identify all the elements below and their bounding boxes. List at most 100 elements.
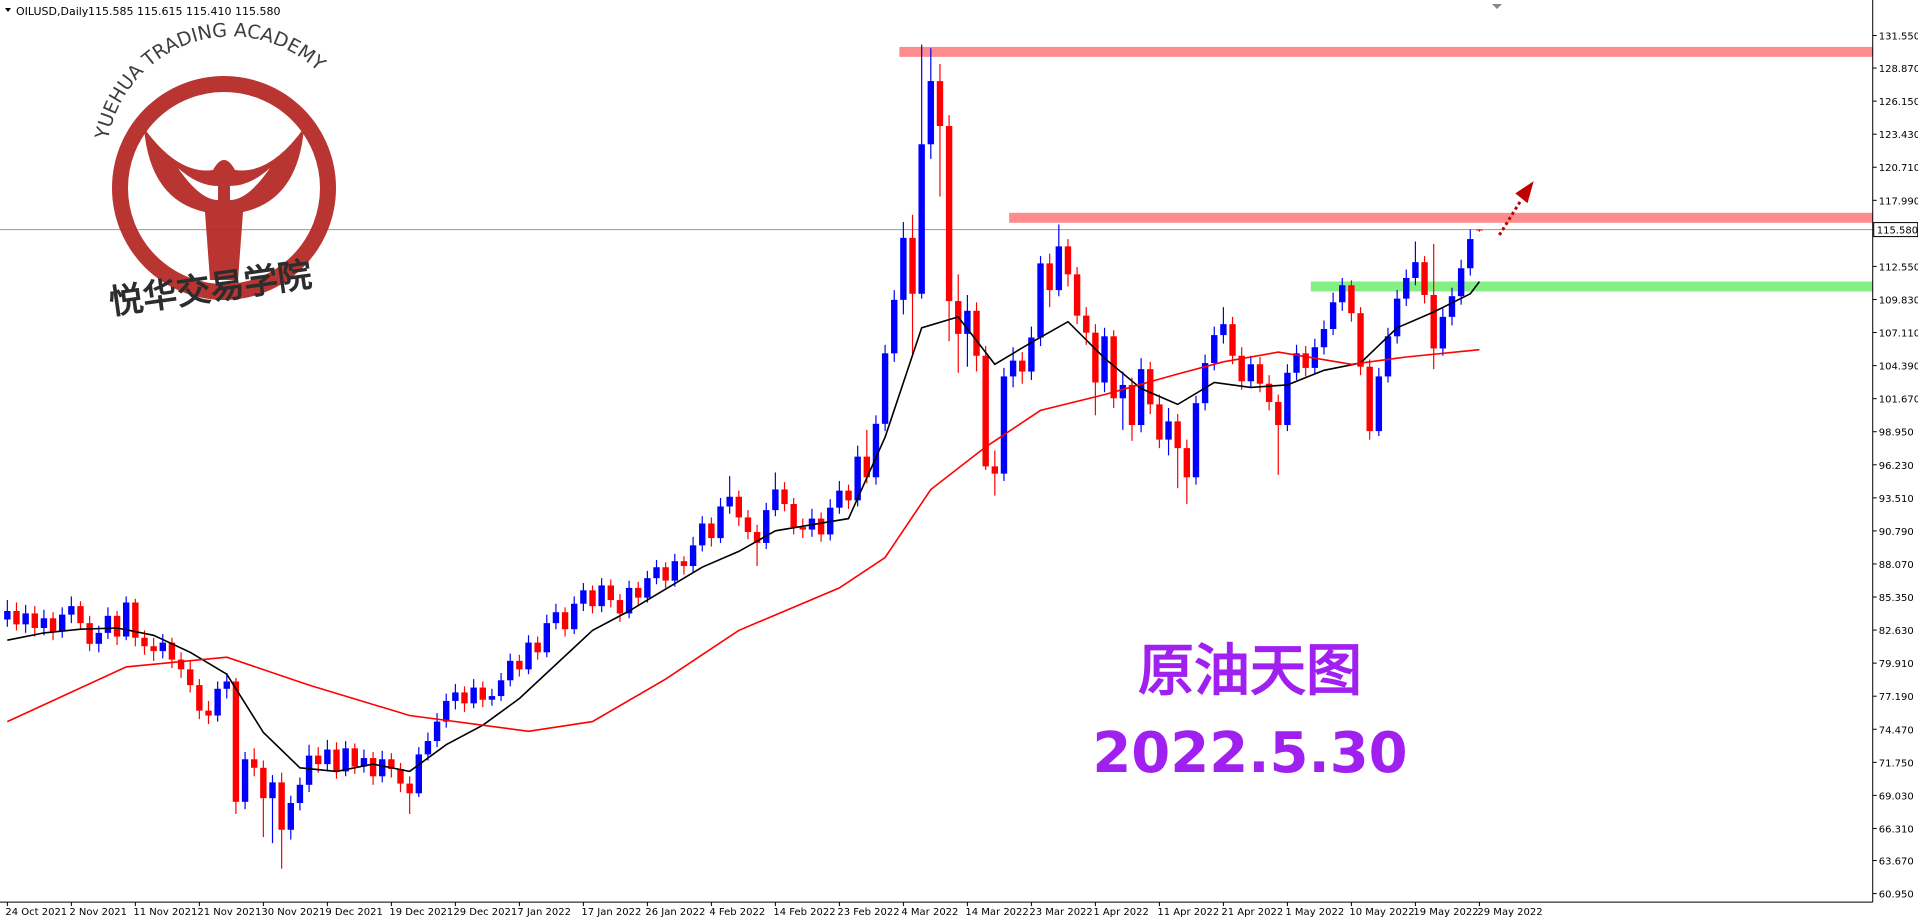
- candle-body: [1156, 404, 1163, 440]
- candle-body: [443, 700, 450, 722]
- candle-body: [982, 355, 989, 467]
- candle-body: [1256, 364, 1264, 384]
- candle-body: [1265, 383, 1273, 402]
- candle-body: [1183, 448, 1191, 478]
- candle-body: [891, 299, 898, 354]
- candle-body: [1339, 285, 1346, 303]
- annotation-title: 原油天图: [1138, 638, 1362, 704]
- candle-body: [1101, 336, 1108, 383]
- y-tick-label: 77.190: [1879, 692, 1914, 703]
- y-tick-label: 79.910: [1879, 659, 1914, 670]
- candle-body: [836, 490, 843, 508]
- candle-body: [598, 585, 605, 607]
- candle-body: [662, 567, 669, 581]
- candle-body: [1393, 298, 1401, 337]
- candle-body: [433, 721, 441, 742]
- candle-body: [497, 680, 505, 697]
- candle-body: [900, 237, 907, 300]
- candle-body: [1009, 360, 1017, 377]
- candle-body: [488, 696, 496, 700]
- candle-body: [1476, 229, 1483, 231]
- candle-body: [287, 803, 294, 830]
- candle-body: [845, 490, 852, 501]
- candle-body: [31, 613, 38, 629]
- candle-body: [342, 748, 349, 772]
- x-tick-label: 26 Jan 2022: [645, 907, 705, 918]
- forecast-arrowhead: [1515, 181, 1534, 204]
- y-tick-label: 63.670: [1879, 857, 1914, 868]
- candle-body: [918, 144, 925, 294]
- x-tick-label: 17 Jan 2022: [581, 907, 641, 918]
- candle-body: [324, 749, 331, 765]
- y-tick-label: 66.310: [1879, 824, 1914, 835]
- candle-body: [1083, 315, 1090, 333]
- y-tick-label: 69.030: [1879, 791, 1914, 802]
- candle-body: [1037, 263, 1044, 338]
- candle-body: [113, 615, 121, 637]
- candle-body: [1073, 274, 1081, 316]
- y-tick-label: 88.070: [1879, 560, 1914, 571]
- candle-body: [95, 632, 102, 644]
- x-tick-label: 29 May 2022: [1477, 907, 1542, 918]
- level-zone: [1310, 281, 1873, 292]
- candle-body: [945, 126, 953, 302]
- candle-body: [790, 504, 797, 528]
- y-tick-label: 74.470: [1879, 725, 1914, 736]
- candle-body: [763, 510, 770, 543]
- candle-body: [305, 755, 313, 785]
- candle-body: [59, 614, 66, 632]
- candle-body: [1357, 313, 1364, 367]
- candle-body: [123, 602, 130, 637]
- candle-body: [1028, 337, 1035, 372]
- candle-body: [735, 496, 743, 518]
- candle-body: [1348, 285, 1355, 314]
- candle-body: [13, 610, 20, 625]
- candle-body: [927, 81, 935, 145]
- y-tick-label: 85.350: [1879, 593, 1914, 604]
- candle-body: [49, 618, 57, 632]
- candle-body: [388, 759, 395, 769]
- candle-body: [781, 489, 788, 505]
- candle-body: [1220, 324, 1227, 336]
- candle-body: [561, 612, 569, 630]
- candle-body: [1110, 336, 1117, 399]
- candle-body: [680, 561, 688, 567]
- y-tick-label: 82.630: [1879, 626, 1914, 637]
- candle-body: [452, 692, 459, 701]
- y-tick-label: 96.230: [1879, 461, 1914, 472]
- candle-body: [1448, 296, 1456, 317]
- logo-emblem: [144, 128, 304, 280]
- y-tick-label: 126.150: [1879, 97, 1918, 108]
- annotation-date: 2022.5.30: [1092, 721, 1407, 786]
- candle-body: [360, 758, 368, 767]
- candle-body: [369, 758, 377, 777]
- candle-body: [534, 642, 541, 653]
- candle-body: [973, 310, 980, 356]
- candle-body: [223, 681, 230, 689]
- x-tick-label: 2 Nov 2021: [69, 907, 127, 918]
- candle-body: [406, 783, 413, 794]
- y-tick-label: 117.990: [1879, 196, 1918, 207]
- candle-body: [86, 623, 93, 644]
- x-tick-label: 30 Nov 2021: [261, 907, 325, 918]
- level-zone: [899, 46, 1873, 57]
- x-tick-label: 19 Dec 2021: [389, 907, 453, 918]
- y-tick-label: 112.550: [1879, 262, 1918, 273]
- candle-body: [1055, 246, 1063, 291]
- candle-body: [772, 489, 779, 511]
- candle-body: [1320, 329, 1328, 348]
- x-tick-label: 9 Dec 2021: [325, 907, 383, 918]
- candle-body: [1275, 401, 1282, 426]
- candle-body: [589, 590, 596, 607]
- candle-body: [1430, 294, 1437, 349]
- candle-body: [854, 456, 861, 501]
- y-tick-label: 131.550: [1879, 31, 1918, 42]
- moving-average: [7, 281, 1481, 773]
- candle-body: [68, 606, 75, 615]
- candle-body: [699, 523, 706, 546]
- x-tick-label: 7 Jan 2022: [517, 907, 571, 918]
- candle-body: [77, 606, 84, 624]
- y-tick-label: 123.430: [1879, 130, 1918, 141]
